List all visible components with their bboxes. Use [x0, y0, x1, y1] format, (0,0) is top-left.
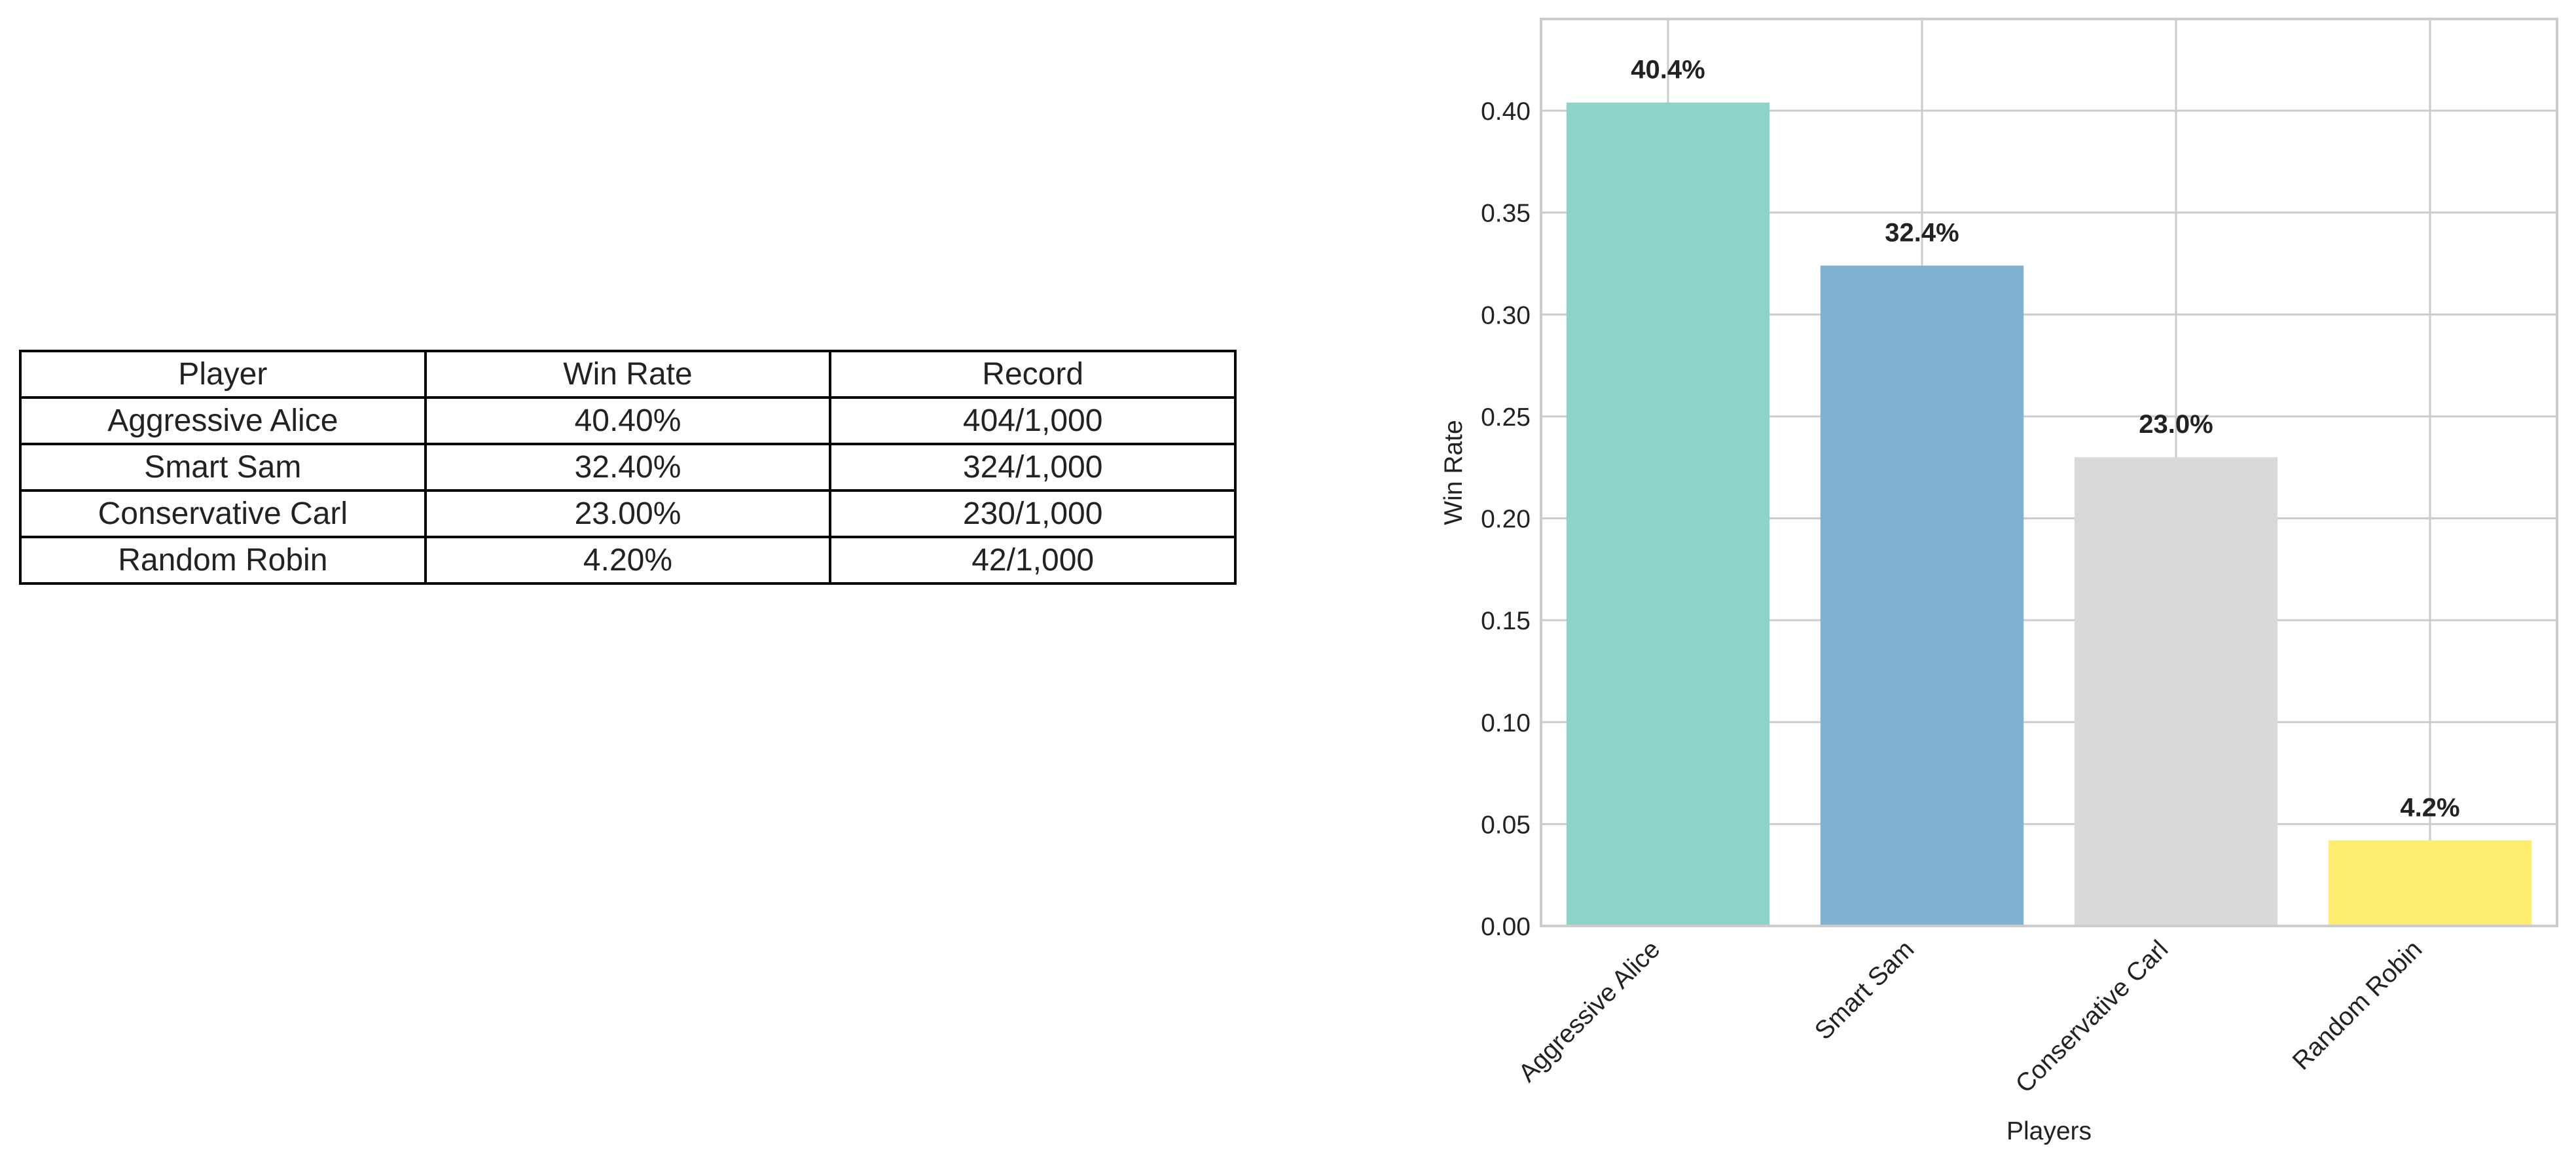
bar	[1820, 265, 2024, 926]
bar	[2328, 840, 2532, 926]
y-tick-label: 0.35	[1481, 200, 1531, 228]
y-tick-label: 0.25	[1481, 403, 1531, 432]
cell-record: 42/1,000	[829, 536, 1237, 585]
table-row: Random Robin 4.20% 42/1,000	[19, 536, 1237, 585]
data-label: 4.2%	[2400, 793, 2459, 822]
y-tick-label: 0.05	[1481, 811, 1531, 839]
stats-table: Player Win Rate Record Aggressive Alice …	[19, 350, 1237, 585]
x-tick-label: Smart Sam	[1809, 935, 1919, 1045]
cell-win-rate: 40.40%	[424, 396, 832, 445]
y-tick-label: 0.30	[1481, 301, 1531, 329]
header-player: Player	[19, 350, 427, 399]
y-axis-label: Win Rate	[1440, 420, 1468, 525]
cell-win-rate: 23.00%	[424, 489, 832, 538]
table-row: Smart Sam 32.40% 324/1,000	[19, 443, 1237, 492]
header-win-rate: Win Rate	[424, 350, 832, 399]
cell-record: 404/1,000	[829, 396, 1237, 445]
y-tick-label: 0.40	[1481, 98, 1531, 126]
data-label: 32.4%	[1885, 219, 1959, 248]
x-tick-label: Conservative Carl	[2010, 935, 2174, 1099]
cell-player: Smart Sam	[19, 443, 427, 492]
table-row: Conservative Carl 23.00% 230/1,000	[19, 489, 1237, 538]
cell-record: 324/1,000	[829, 443, 1237, 492]
x-axis-label: Players	[2006, 1117, 2092, 1145]
plot-frame	[1540, 18, 2558, 927]
y-tick-label: 0.15	[1481, 607, 1531, 635]
table-header-row: Player Win Rate Record	[19, 350, 1237, 399]
y-tick-label: 0.10	[1481, 709, 1531, 737]
table-row: Aggressive Alice 40.40% 404/1,000	[19, 396, 1237, 445]
x-tick-label: Random Robin	[2287, 935, 2427, 1075]
cell-player: Conservative Carl	[19, 489, 427, 538]
y-tick-label: 0.20	[1481, 506, 1531, 534]
y-tick-label: 0.00	[1481, 913, 1531, 941]
cell-win-rate: 4.20%	[424, 536, 832, 585]
header-record: Record	[829, 350, 1237, 399]
bar	[1566, 102, 1770, 927]
data-label: 40.4%	[1631, 56, 1705, 84]
cell-player: Aggressive Alice	[19, 396, 427, 445]
data-label: 23.0%	[2139, 410, 2213, 439]
x-tick-label: Aggressive Alice	[1514, 935, 1666, 1088]
cell-record: 230/1,000	[829, 489, 1237, 538]
cell-player: Random Robin	[19, 536, 427, 585]
cell-win-rate: 32.40%	[424, 443, 832, 492]
bar	[2074, 457, 2278, 926]
